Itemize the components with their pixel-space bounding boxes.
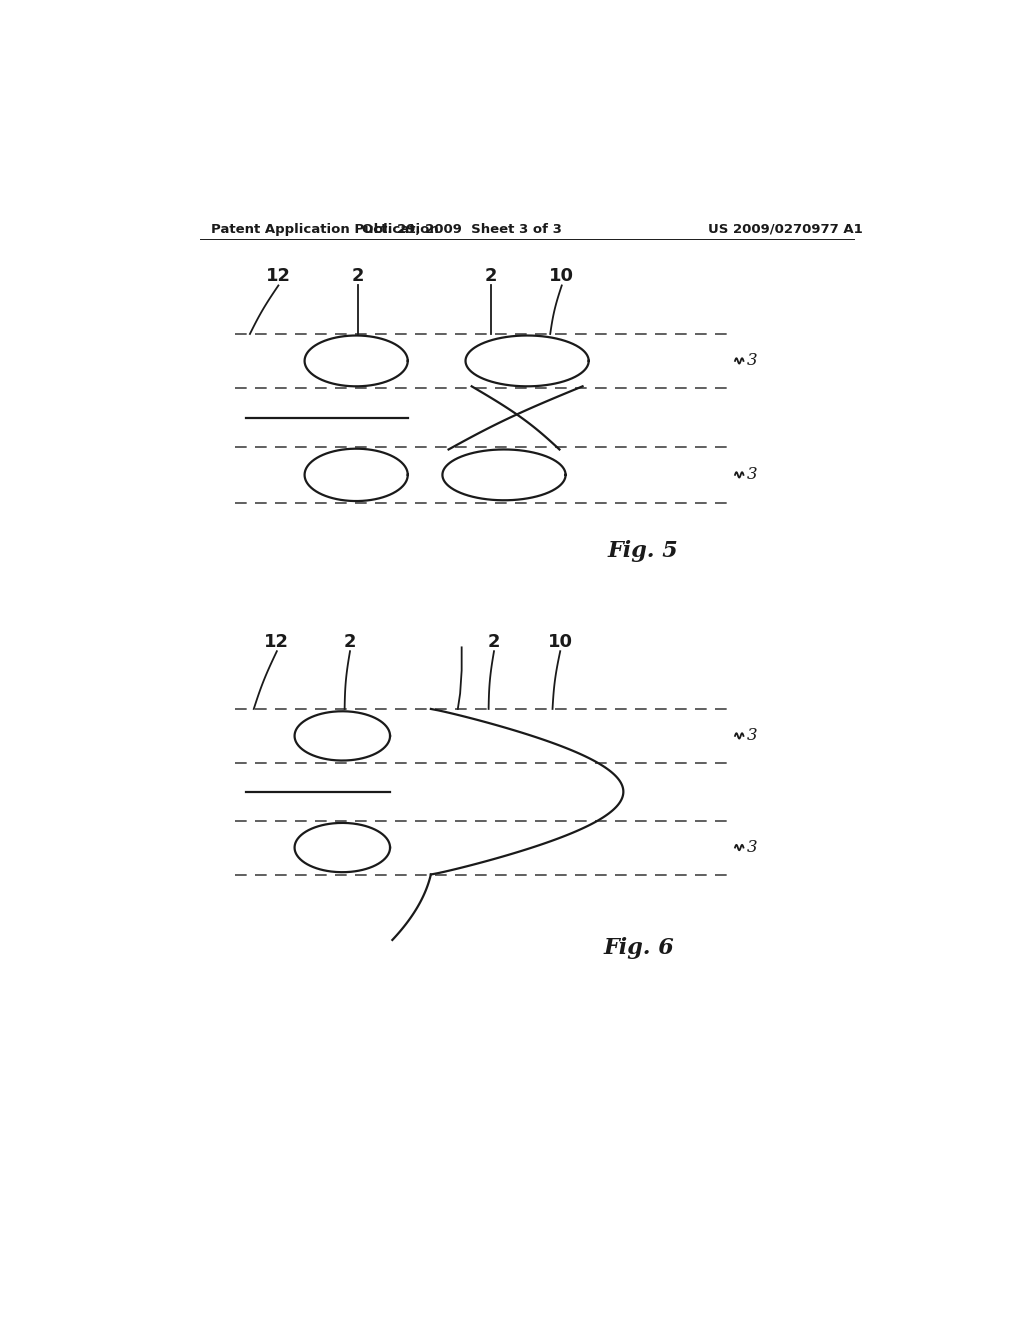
Text: 3: 3	[746, 466, 757, 483]
Text: Oct. 29, 2009  Sheet 3 of 3: Oct. 29, 2009 Sheet 3 of 3	[361, 223, 561, 236]
Text: 2: 2	[344, 634, 356, 651]
Text: Fig. 6: Fig. 6	[603, 937, 674, 958]
Text: 3: 3	[746, 727, 757, 744]
Text: 3: 3	[746, 840, 757, 857]
Text: Patent Application Publication: Patent Application Publication	[211, 223, 439, 236]
Text: US 2009/0270977 A1: US 2009/0270977 A1	[708, 223, 863, 236]
Text: Fig. 5: Fig. 5	[607, 540, 678, 562]
Text: 10: 10	[548, 634, 572, 651]
Text: 10: 10	[549, 268, 574, 285]
Text: 12: 12	[266, 268, 291, 285]
Text: 2: 2	[484, 268, 498, 285]
Text: 2: 2	[487, 634, 501, 651]
Text: 12: 12	[264, 634, 290, 651]
Text: 2: 2	[351, 268, 364, 285]
Text: 3: 3	[746, 352, 757, 370]
